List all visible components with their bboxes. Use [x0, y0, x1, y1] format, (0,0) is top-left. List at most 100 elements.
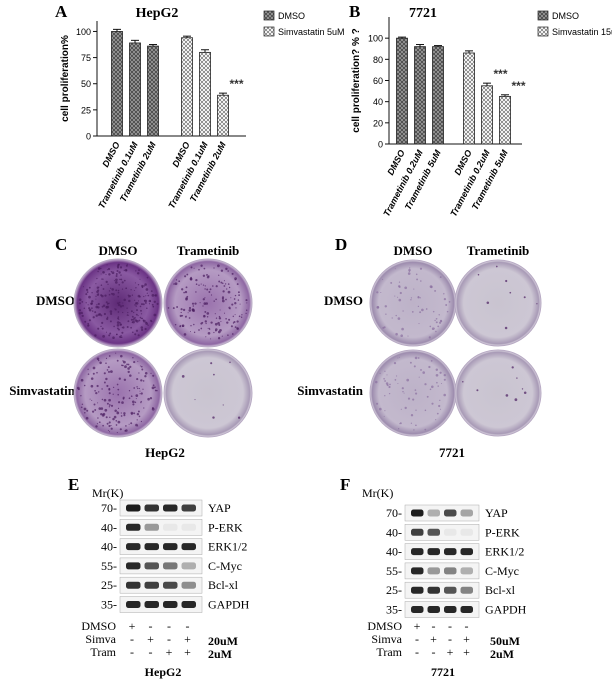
blot-strip [404, 562, 480, 580]
treatment-sign: - [149, 645, 153, 659]
band-label: P-ERK [485, 525, 520, 539]
colony-dot [133, 311, 135, 314]
colony-dot [127, 363, 130, 366]
colony-dot [151, 407, 154, 409]
colony-dot [193, 323, 195, 326]
blot-band [126, 562, 141, 570]
colony-dot [194, 399, 196, 401]
colony-dot [213, 300, 215, 302]
colony-dot [439, 399, 441, 402]
colony-dot [428, 365, 431, 369]
colony-dot [190, 325, 192, 327]
dose-label: 2uM [490, 647, 514, 661]
colony-dot [143, 295, 145, 298]
colony-dot [192, 305, 195, 307]
colony-dot [185, 286, 188, 289]
colony-dot [229, 307, 231, 310]
row-label: Simvastatin [297, 383, 364, 398]
treatment-label: Simva [85, 632, 116, 646]
blot-band [181, 562, 196, 570]
colony-dot [237, 291, 240, 294]
colony-dot [431, 385, 434, 389]
colony-dot [210, 362, 213, 365]
colony-dot [105, 357, 108, 360]
colony-dot [127, 320, 130, 323]
colony-dot [151, 320, 153, 323]
colony-dot [193, 331, 196, 334]
colony-dot [152, 384, 155, 387]
chart-title: 7721 [409, 6, 437, 21]
colony-dot [199, 302, 201, 304]
colony-dot [127, 311, 129, 314]
bar [481, 85, 493, 145]
colony-dot [82, 286, 84, 288]
blot-band [144, 581, 159, 589]
colony-dot [207, 327, 209, 329]
colony-dot [97, 391, 100, 393]
blot-band [163, 504, 178, 512]
colony-dot [81, 301, 84, 303]
colony-dot [394, 268, 396, 270]
colony-dot [425, 308, 428, 310]
colony-dot [115, 275, 118, 277]
colony-dot [388, 392, 391, 395]
colony-dot [438, 314, 440, 316]
colony-dot [505, 394, 509, 397]
colony-dot [408, 268, 411, 272]
colony-dot [227, 290, 231, 294]
bar [111, 31, 123, 137]
colony-dot [85, 302, 87, 304]
colony-dot [117, 291, 120, 294]
colony-dot [141, 317, 144, 320]
colony-dot [235, 307, 237, 309]
colony-dot [209, 288, 212, 291]
colony-dot [117, 303, 121, 307]
colony-dot [222, 290, 225, 293]
colony-dot [125, 264, 128, 267]
colony-dot [96, 371, 98, 374]
colony-dot [97, 270, 99, 273]
colony-dot [227, 283, 230, 285]
treatment-label: DMSO [81, 619, 116, 633]
colony-dot [128, 314, 130, 316]
colony-dot [106, 316, 109, 319]
treatment-sign: + [166, 645, 173, 659]
colony-dot [514, 398, 518, 402]
colony-dot [218, 317, 222, 320]
colony-dot [135, 313, 138, 316]
blot-band [444, 509, 457, 517]
legend-label: Simvastatin 5uM [278, 27, 345, 37]
colony-dot [198, 268, 200, 271]
colony-dot [419, 297, 421, 299]
colony-dot [391, 317, 393, 319]
treatment-sign: - [130, 645, 134, 659]
colony-dot [123, 360, 126, 364]
column-label: DMSO [99, 243, 138, 258]
colony-dot [83, 307, 86, 309]
colony-dot [94, 389, 96, 392]
colony-dot [105, 280, 108, 284]
colony-dot [233, 320, 236, 324]
blot-band [411, 548, 424, 556]
colony-dot [198, 329, 200, 331]
blot-band [411, 606, 424, 613]
colony-dot [413, 365, 416, 368]
band-label: C-Myc [208, 559, 242, 573]
colony-dot [395, 314, 397, 317]
colony-dot [404, 286, 408, 290]
colony-dot [413, 288, 415, 290]
y-tick-label: 60 [373, 76, 383, 86]
colony-dot [100, 314, 103, 317]
treatment-label: Simva [371, 632, 402, 646]
blot-band [427, 606, 440, 613]
colony-dot [120, 334, 122, 337]
colony-dot [156, 302, 159, 305]
colony-dot [476, 389, 479, 392]
colony-dot [228, 286, 231, 289]
colony-dot [446, 310, 449, 313]
mw-marker: 35- [101, 598, 117, 612]
colony-dot [78, 302, 82, 305]
mw-marker: 25- [386, 583, 402, 597]
colony-dot [156, 389, 158, 392]
colony-dot [401, 387, 404, 390]
